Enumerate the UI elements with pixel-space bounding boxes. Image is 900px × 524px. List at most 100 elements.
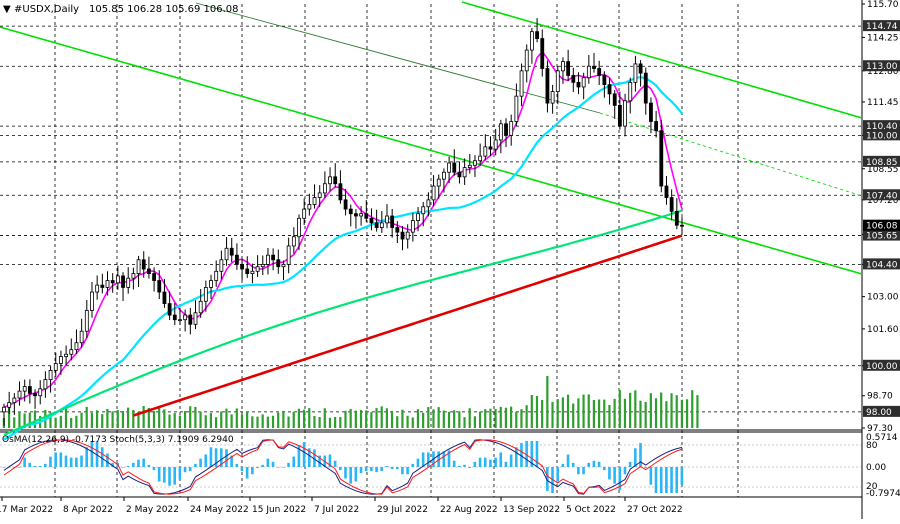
volume-bar	[147, 407, 150, 428]
volume-bar	[204, 415, 207, 428]
indicator-tick-label: 0.00	[866, 463, 886, 473]
candle-body	[592, 65, 596, 69]
ohlc-readout: 105.85 106.28 105.69 106.08	[89, 4, 239, 15]
candle-body	[617, 104, 622, 127]
candles	[2, 18, 684, 426]
volume-bar	[587, 394, 590, 428]
indicator-label: OsMA(12,26,9) -0.7173 Stoch(5,3,3) 7.190…	[2, 435, 234, 445]
osma-bar	[509, 454, 513, 467]
candle-body	[374, 222, 379, 228]
candle-body	[462, 167, 467, 178]
osma-bar	[333, 460, 337, 467]
chart-menu-arrow[interactable]: ▼	[3, 4, 11, 15]
osma-bar	[157, 467, 161, 482]
volume-bar	[344, 410, 347, 428]
osma-bar	[401, 467, 404, 475]
osma-bar	[147, 464, 151, 467]
osma-bar	[75, 457, 78, 467]
osma-bar	[385, 465, 389, 467]
osma-bar	[499, 452, 503, 467]
volume-bar	[463, 417, 466, 428]
candle-body	[426, 199, 431, 208]
level-label-bg	[863, 258, 900, 270]
volume-bar	[561, 397, 564, 428]
candle-body	[59, 356, 63, 364]
volume-bar	[70, 417, 73, 428]
volume-bar	[577, 398, 580, 428]
osma-bar	[2, 467, 6, 468]
osma-bar	[85, 447, 89, 467]
osma-bar	[209, 447, 213, 467]
volume-bar	[220, 411, 223, 428]
candle-body	[219, 259, 224, 272]
candle-body	[291, 236, 296, 247]
stoch-signal-line	[3, 439, 683, 495]
candle-body	[607, 84, 612, 95]
candle-body	[2, 406, 6, 413]
volume-bar	[328, 417, 332, 428]
candle-body	[235, 254, 239, 265]
volume-bar	[354, 410, 357, 428]
chart-header: ▼ #USDX,Daily 105.85 106.28 105.69 106.0…	[3, 4, 239, 15]
current-price-label: 106.08	[866, 222, 898, 232]
candle-body	[188, 314, 193, 325]
volume-bar	[696, 395, 699, 428]
osma-bar	[142, 458, 145, 467]
price-tick-label: 112.80	[867, 67, 899, 77]
osma-bar	[354, 467, 358, 482]
osma-bar	[204, 454, 208, 467]
candle-body	[654, 121, 659, 132]
osma-bar	[504, 461, 508, 467]
candle-body	[90, 291, 94, 311]
candle-body	[64, 353, 69, 357]
volume-bar	[499, 406, 502, 428]
candle-body	[245, 268, 250, 275]
level-label-bg	[863, 60, 900, 72]
price-axis: 115.70 114.25 112.80 111.45 110.00 108.55 107.…	[862, 0, 900, 434]
time-label: 7 Jul 2022	[314, 505, 359, 515]
osma-bar	[230, 455, 233, 467]
candle-body	[493, 139, 498, 150]
indicator-tick-label: 20	[866, 482, 878, 492]
osma-bar	[214, 448, 218, 467]
candle-body	[390, 215, 395, 228]
volume-bar	[603, 399, 606, 428]
volume-bar	[271, 415, 275, 428]
osma-bar	[473, 461, 477, 467]
osma-bar	[183, 467, 187, 473]
volume-bar	[64, 408, 68, 428]
volume-bar	[494, 408, 497, 428]
volume-bar	[665, 401, 668, 428]
volume-bar	[349, 408, 352, 428]
price-tick-label: 101.60	[867, 325, 899, 335]
osma-bar	[49, 456, 52, 467]
time-axis: 17 Mar 2022 8 Apr 2022 2 May 2022 24 May 20…	[0, 497, 683, 515]
candle-body	[193, 312, 198, 325]
candle-body	[7, 402, 12, 408]
level-label: 100.00	[866, 362, 898, 372]
candle-body	[240, 263, 244, 270]
osma-bar	[240, 467, 244, 472]
osma-bar	[571, 462, 575, 467]
candle-body	[623, 100, 627, 127]
candle-body	[17, 390, 22, 399]
osma-bar	[395, 467, 399, 470]
candle-body	[229, 247, 234, 256]
candle-body	[364, 213, 369, 219]
volume-bar	[473, 416, 476, 428]
volume-bar	[339, 417, 342, 428]
osma-bar	[494, 457, 497, 467]
volume-bar	[111, 411, 114, 428]
osma-bar	[442, 451, 446, 467]
candle-body	[535, 31, 539, 39]
osma-bar	[313, 449, 316, 467]
volume-bar	[359, 409, 363, 428]
candle-body	[250, 270, 255, 275]
osma-bar	[349, 467, 352, 484]
osma-bar	[577, 467, 580, 475]
volume-bar	[308, 408, 311, 428]
time-label: 2 May 2022	[126, 505, 179, 515]
volume-bars	[2, 376, 699, 428]
candle-body	[203, 287, 208, 302]
